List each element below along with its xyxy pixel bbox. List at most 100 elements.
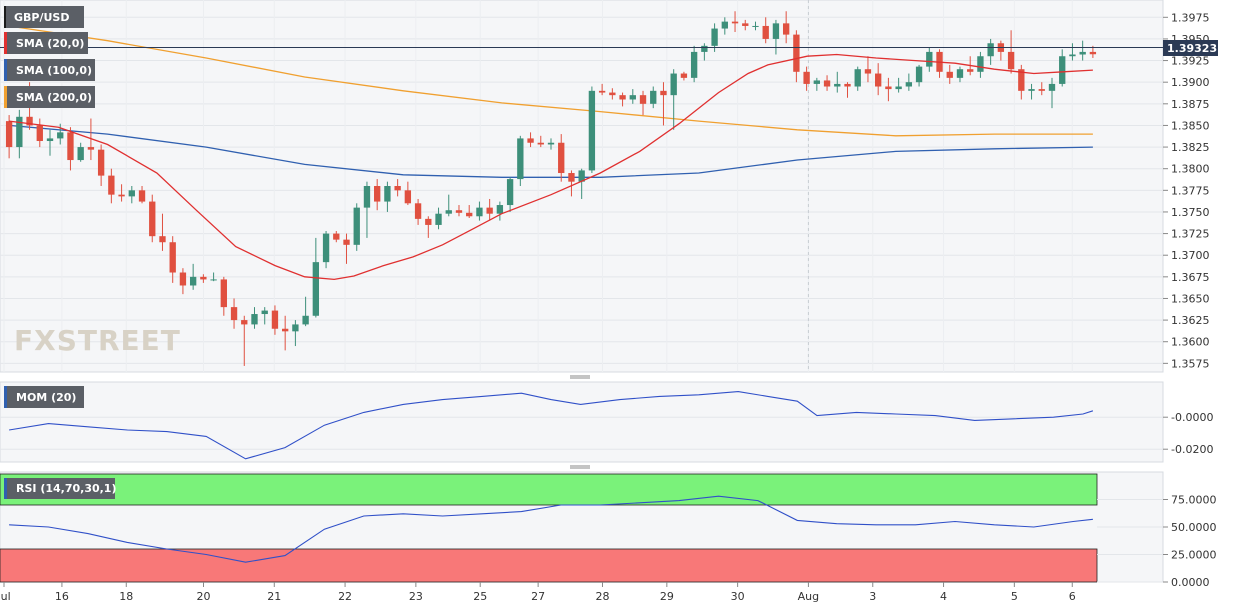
candle-up (701, 45, 708, 52)
candle-down (425, 218, 432, 225)
sma-200-path (9, 25, 1093, 137)
mom-path (9, 391, 1094, 460)
candle-up (189, 276, 197, 286)
candle-down (1038, 89, 1045, 91)
price-tick-label: 1.3825 (1171, 141, 1210, 154)
rsi-tick-label: 25.0000 (1171, 549, 1217, 562)
time-tick-label: 5 (1011, 590, 1018, 603)
candle-down (885, 86, 892, 90)
candle-up (711, 28, 718, 46)
sma-100-path (9, 124, 1093, 178)
candle-down (527, 138, 534, 143)
candle-up (772, 23, 780, 39)
time-tick-label: 25 (473, 590, 487, 603)
candle-down (864, 69, 872, 74)
candle-down (537, 142, 544, 145)
time-tick-label: 3 (869, 590, 876, 603)
candle-down (343, 239, 350, 245)
candle-down (169, 242, 176, 273)
mom-line (9, 391, 1094, 460)
candle-down (404, 190, 412, 204)
candle-down (1007, 51, 1015, 70)
candle-down (97, 149, 105, 176)
time-tick-label: 6 (1069, 590, 1076, 603)
legend-mom: MOM (20) (4, 386, 84, 408)
price-tag: 1.39323 (1163, 40, 1218, 56)
price-tick-label: 1.3625 (1171, 314, 1210, 327)
sma-100-line (9, 124, 1093, 178)
time-tick-label: 18 (119, 590, 133, 603)
mom-tick-label: -0.0200 (1171, 443, 1213, 456)
candle-up (476, 207, 483, 217)
price-tick-label: 1.3750 (1171, 206, 1210, 219)
candle-up (629, 95, 636, 100)
candle-up (312, 262, 320, 316)
rsi-tick-label: 50.0000 (1171, 521, 1217, 534)
candle-up (578, 170, 585, 182)
candle-down (241, 320, 248, 325)
candle-down (1089, 51, 1097, 55)
candle-up (128, 190, 135, 197)
rsi-overbought-zone (0, 473, 1098, 506)
candle-down (803, 71, 810, 84)
candle-down (333, 233, 340, 240)
candle-down (220, 279, 227, 308)
rsi-grid (1097, 499, 1163, 583)
time-tick-label: 27 (531, 590, 545, 603)
candle-up (46, 138, 54, 142)
candle-up (57, 132, 64, 139)
candle-down (680, 73, 688, 78)
price-tick-label: 1.3925 (1171, 55, 1210, 68)
candle-up (517, 138, 524, 180)
candle-up (956, 69, 964, 78)
candle-down (823, 80, 831, 87)
candle-down (731, 21, 739, 24)
candle-down (108, 175, 115, 195)
candle-down (26, 116, 33, 126)
candle-up (435, 213, 442, 225)
candle-up (292, 324, 299, 332)
candle-down (1018, 69, 1025, 91)
candle-down (138, 190, 146, 202)
candle-up (363, 186, 371, 208)
price-tick-label: 1.3650 (1171, 292, 1210, 305)
mom-label: MOM (20) (16, 391, 76, 404)
rsi-tick-label: 75.0000 (1171, 494, 1217, 507)
candle-down (609, 92, 616, 96)
candle-up (353, 207, 360, 245)
candle-up (650, 90, 657, 104)
price-tick-label: 1.3800 (1171, 163, 1210, 176)
price-tick-label: 1.3975 (1171, 11, 1210, 24)
price-tick-label: 1.3725 (1171, 228, 1210, 241)
time-axis: Jul 16 18 20 21 22 23 25 27 28 29 30 Aug 3 4 5 6 (0, 582, 1076, 603)
candle-up (16, 116, 23, 148)
candle-up (506, 179, 514, 206)
candle-up (261, 310, 268, 315)
candle-down (486, 207, 493, 214)
panel-splitter-1[interactable] (570, 375, 590, 379)
candle-up (813, 80, 821, 84)
candle-up (302, 315, 309, 325)
legend-title: GBP/USD (4, 6, 84, 28)
rsi-path (9, 495, 1093, 563)
candle-down (281, 328, 289, 332)
panel-splitter-2[interactable] (570, 465, 590, 469)
legend-sma20: SMA (20,0) (4, 32, 88, 54)
candle-down (179, 272, 187, 286)
sma200-label: SMA (200,0) (16, 91, 92, 104)
time-tick-label: 20 (196, 590, 210, 603)
sma-200-line (9, 25, 1093, 137)
candle-up (445, 210, 452, 214)
price-tick-label: 1.3850 (1171, 119, 1210, 132)
price-tag-text: 1.39323 (1167, 42, 1217, 55)
candle-up (251, 314, 258, 325)
candle-down (149, 201, 156, 237)
time-tick-label: Aug (798, 590, 819, 603)
candle-down (782, 23, 790, 35)
candle-up (926, 51, 933, 67)
time-tick-label: Jul (0, 590, 11, 603)
candle-down (230, 307, 238, 321)
price-tick-label: 1.3700 (1171, 249, 1210, 262)
price-tick-label: 1.3900 (1171, 76, 1210, 89)
